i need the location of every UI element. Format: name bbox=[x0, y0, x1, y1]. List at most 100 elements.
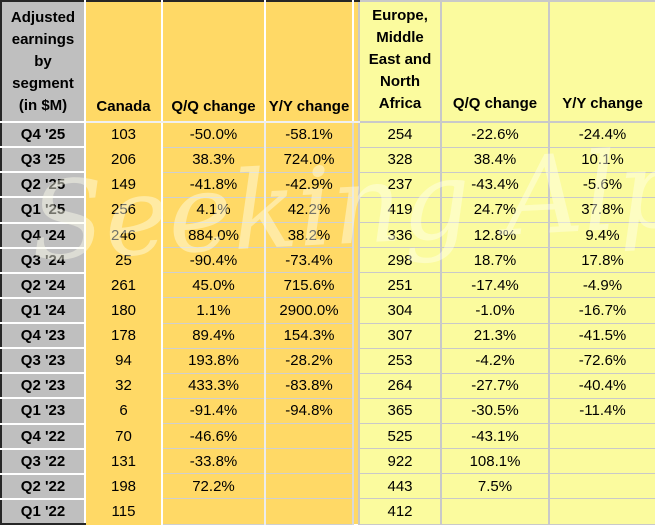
canada-value-cell: 198 bbox=[84, 473, 163, 500]
canada-qq-cell: 89.4% bbox=[161, 322, 266, 349]
emena-qq-cell bbox=[440, 498, 550, 525]
section-spacer-cell bbox=[353, 272, 359, 298]
emena-qq-cell: 108.1% bbox=[440, 448, 550, 475]
emena-yy-cell: -24.4% bbox=[548, 121, 655, 148]
section-spacer-cell bbox=[353, 222, 359, 248]
section-spacer-cell bbox=[353, 373, 359, 399]
canada-value-cell: 25 bbox=[84, 247, 163, 274]
column-header-canada-qq-change: Q/Q change bbox=[161, 0, 266, 123]
canada-value-cell: 180 bbox=[84, 297, 163, 324]
emena-yy-cell: -5.6% bbox=[548, 171, 655, 198]
section-spacer-cell bbox=[353, 147, 359, 173]
emena-value-cell: 412 bbox=[358, 498, 442, 525]
section-spacer-cell bbox=[353, 323, 359, 349]
canada-yy-cell bbox=[264, 473, 354, 500]
table-row: Q1 '25 256 4.1% 42.2% 419 24.7% 37.8% bbox=[0, 196, 655, 224]
row-header-cell: Q3 '24 bbox=[0, 246, 86, 274]
row-header-cell: Q2 '22 bbox=[0, 472, 86, 500]
emena-value-cell: 419 bbox=[358, 196, 442, 224]
row-header-cell: Q3 '23 bbox=[0, 347, 86, 375]
canada-yy-cell: 715.6% bbox=[264, 272, 354, 299]
canada-value-cell: 70 bbox=[84, 422, 163, 450]
canada-value-cell: 32 bbox=[84, 372, 163, 399]
canada-qq-cell: 433.3% bbox=[161, 372, 266, 399]
canada-value-cell: 256 bbox=[84, 196, 163, 224]
emena-value-cell: 264 bbox=[358, 372, 442, 399]
table-row: Q2 '25 149 -41.8% -42.9% 237 -43.4% -5.6% bbox=[0, 171, 655, 199]
emena-yy-cell: -11.4% bbox=[548, 397, 655, 425]
row-header-cell: Q1 '22 bbox=[0, 497, 86, 525]
table-row: Q3 '25 206 38.3% 724.0% 328 38.4% 10.1% bbox=[0, 146, 655, 174]
table-row: Q4 '25 103 -50.0% -58.1% 254 -22.6% -24.4% bbox=[0, 120, 655, 149]
table-row: Q4 '22 70 -46.6% 525 -43.1% bbox=[0, 422, 655, 450]
emena-qq-cell: -22.6% bbox=[440, 121, 550, 148]
canada-value-cell: 6 bbox=[84, 397, 163, 425]
emena-value-cell: 237 bbox=[358, 171, 442, 198]
emena-value-cell: 922 bbox=[358, 448, 442, 475]
canada-qq-cell: 1.1% bbox=[161, 297, 266, 324]
emena-yy-cell: 9.4% bbox=[548, 221, 655, 249]
section-spacer-cell bbox=[353, 297, 359, 323]
row-header-cell: Q1 '23 bbox=[0, 397, 86, 425]
row-header-cell: Q3 '25 bbox=[0, 146, 86, 174]
row-header-cell: Q4 '25 bbox=[0, 120, 86, 149]
emena-value-cell: 328 bbox=[358, 146, 442, 173]
section-spacer-cell bbox=[353, 122, 359, 148]
canada-yy-cell: 154.3% bbox=[264, 322, 354, 349]
row-header-cell: Q2 '25 bbox=[0, 171, 86, 199]
emena-yy-cell: 17.8% bbox=[548, 247, 655, 274]
canada-qq-cell: 45.0% bbox=[161, 272, 266, 299]
table-row: Q3 '22 131 -33.8% 922 108.1% bbox=[0, 447, 655, 475]
emena-qq-cell: 18.7% bbox=[440, 247, 550, 274]
emena-yy-cell: -40.4% bbox=[548, 372, 655, 399]
emena-value-cell: 298 bbox=[358, 247, 442, 274]
table-row: Q4 '23 178 89.4% 154.3% 307 21.3% -41.5% bbox=[0, 321, 655, 350]
canada-yy-cell: -83.8% bbox=[264, 372, 354, 399]
canada-yy-cell: 724.0% bbox=[264, 146, 354, 173]
column-header-emena-yy-change: Y/Y change bbox=[548, 0, 655, 123]
emena-yy-cell bbox=[548, 473, 655, 500]
canada-value-cell: 115 bbox=[84, 498, 163, 525]
emena-value-cell: 307 bbox=[358, 322, 442, 349]
section-spacer-cell bbox=[353, 498, 359, 524]
table-row: Q2 '23 32 433.3% -83.8% 264 -27.7% -40.4% bbox=[0, 372, 655, 400]
canada-qq-cell: 72.2% bbox=[161, 473, 266, 500]
emena-value-cell: 253 bbox=[358, 347, 442, 374]
emena-yy-cell: -41.5% bbox=[548, 322, 655, 349]
canada-value-cell: 149 bbox=[84, 171, 163, 198]
emena-qq-cell: -1.0% bbox=[440, 297, 550, 324]
emena-qq-cell: -4.2% bbox=[440, 347, 550, 374]
emena-qq-cell: 7.5% bbox=[440, 473, 550, 500]
column-header-canada-yy-change: Y/Y change bbox=[264, 0, 354, 123]
section-spacer-cell bbox=[353, 172, 359, 198]
canada-yy-cell: -94.8% bbox=[264, 397, 354, 425]
row-header-cell: Q3 '22 bbox=[0, 447, 86, 475]
canada-qq-cell: 884.0% bbox=[161, 221, 266, 249]
emena-yy-cell bbox=[548, 422, 655, 450]
canada-qq-cell: 38.3% bbox=[161, 146, 266, 173]
table-row: Q1 '22 115 412 bbox=[0, 497, 655, 525]
canada-qq-cell: -33.8% bbox=[161, 448, 266, 475]
column-header-canada: Canada bbox=[84, 0, 163, 123]
emena-qq-cell: 24.7% bbox=[440, 196, 550, 224]
canada-value-cell: 206 bbox=[84, 146, 163, 173]
emena-qq-cell: -17.4% bbox=[440, 272, 550, 299]
emena-value-cell: 525 bbox=[358, 422, 442, 450]
section-spacer-cell bbox=[353, 448, 359, 474]
canada-yy-cell: 38.2% bbox=[264, 221, 354, 249]
canada-yy-cell: -42.9% bbox=[264, 171, 354, 198]
emena-qq-cell: -43.1% bbox=[440, 422, 550, 450]
canada-yy-cell: -58.1% bbox=[264, 121, 354, 148]
emena-yy-cell: 37.8% bbox=[548, 196, 655, 224]
emena-value-cell: 365 bbox=[358, 397, 442, 425]
emena-yy-cell: -72.6% bbox=[548, 347, 655, 374]
row-header-cell: Q4 '23 bbox=[0, 321, 86, 350]
canada-yy-cell bbox=[264, 448, 354, 475]
canada-value-cell: 103 bbox=[84, 121, 163, 148]
emena-qq-cell: -30.5% bbox=[440, 397, 550, 425]
canada-qq-cell: -50.0% bbox=[161, 121, 266, 148]
row-header-cell: Q4 '22 bbox=[0, 422, 86, 450]
emena-value-cell: 254 bbox=[358, 121, 442, 148]
emena-value-cell: 304 bbox=[358, 297, 442, 324]
